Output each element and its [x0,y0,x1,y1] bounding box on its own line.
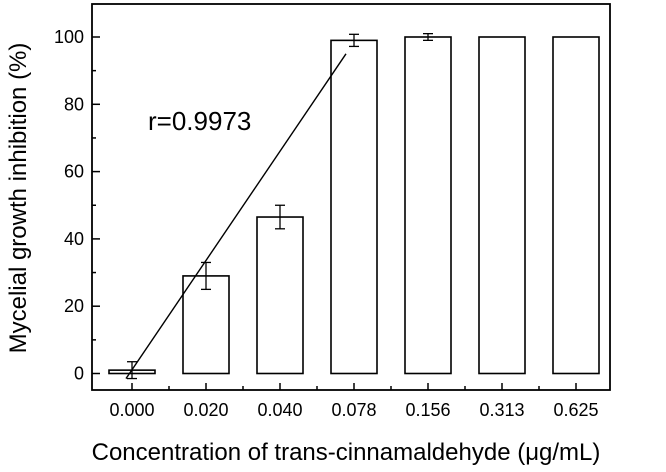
y-tick-label-0: 0 [74,364,84,384]
x-axis-title: Concentration of trans-cinnamaldehyde (μ… [92,439,601,466]
x-tick-label-3: 0.078 [331,400,376,420]
x-tick-label-1: 0.020 [183,400,228,420]
correlation-annotation: r=0.9973 [148,106,251,136]
y-tick-label-1: 20 [64,296,84,316]
y-tick-label-4: 80 [64,94,84,114]
bar-3 [330,39,378,375]
bars-layer [108,36,600,375]
bar-1 [182,275,230,375]
y-tick-label-2: 40 [64,229,84,249]
bar-6 [552,36,600,375]
y-axis-title: Mycelial growth inhibition (%) [5,43,32,354]
x-tick-label-4: 0.156 [405,400,450,420]
bar-2 [256,216,304,375]
x-axis-ticks: 0.000 0.020 0.040 0.078 0.156 0.313 0.625 [109,383,599,420]
x-tick-label-0: 0.000 [109,400,154,420]
regression-line [125,53,347,379]
bar-5 [478,36,526,375]
x-tick-label-6: 0.625 [553,400,598,420]
y-tick-label-3: 60 [64,162,84,182]
bar-4 [404,36,452,375]
y-axis-ticks: 0 20 40 60 80 100 [54,27,100,384]
error-bars-layer [127,32,433,380]
y-tick-label-5: 100 [54,27,84,47]
x-tick-label-5: 0.313 [479,400,524,420]
plot-frame [91,3,611,391]
x-tick-label-2: 0.040 [257,400,302,420]
